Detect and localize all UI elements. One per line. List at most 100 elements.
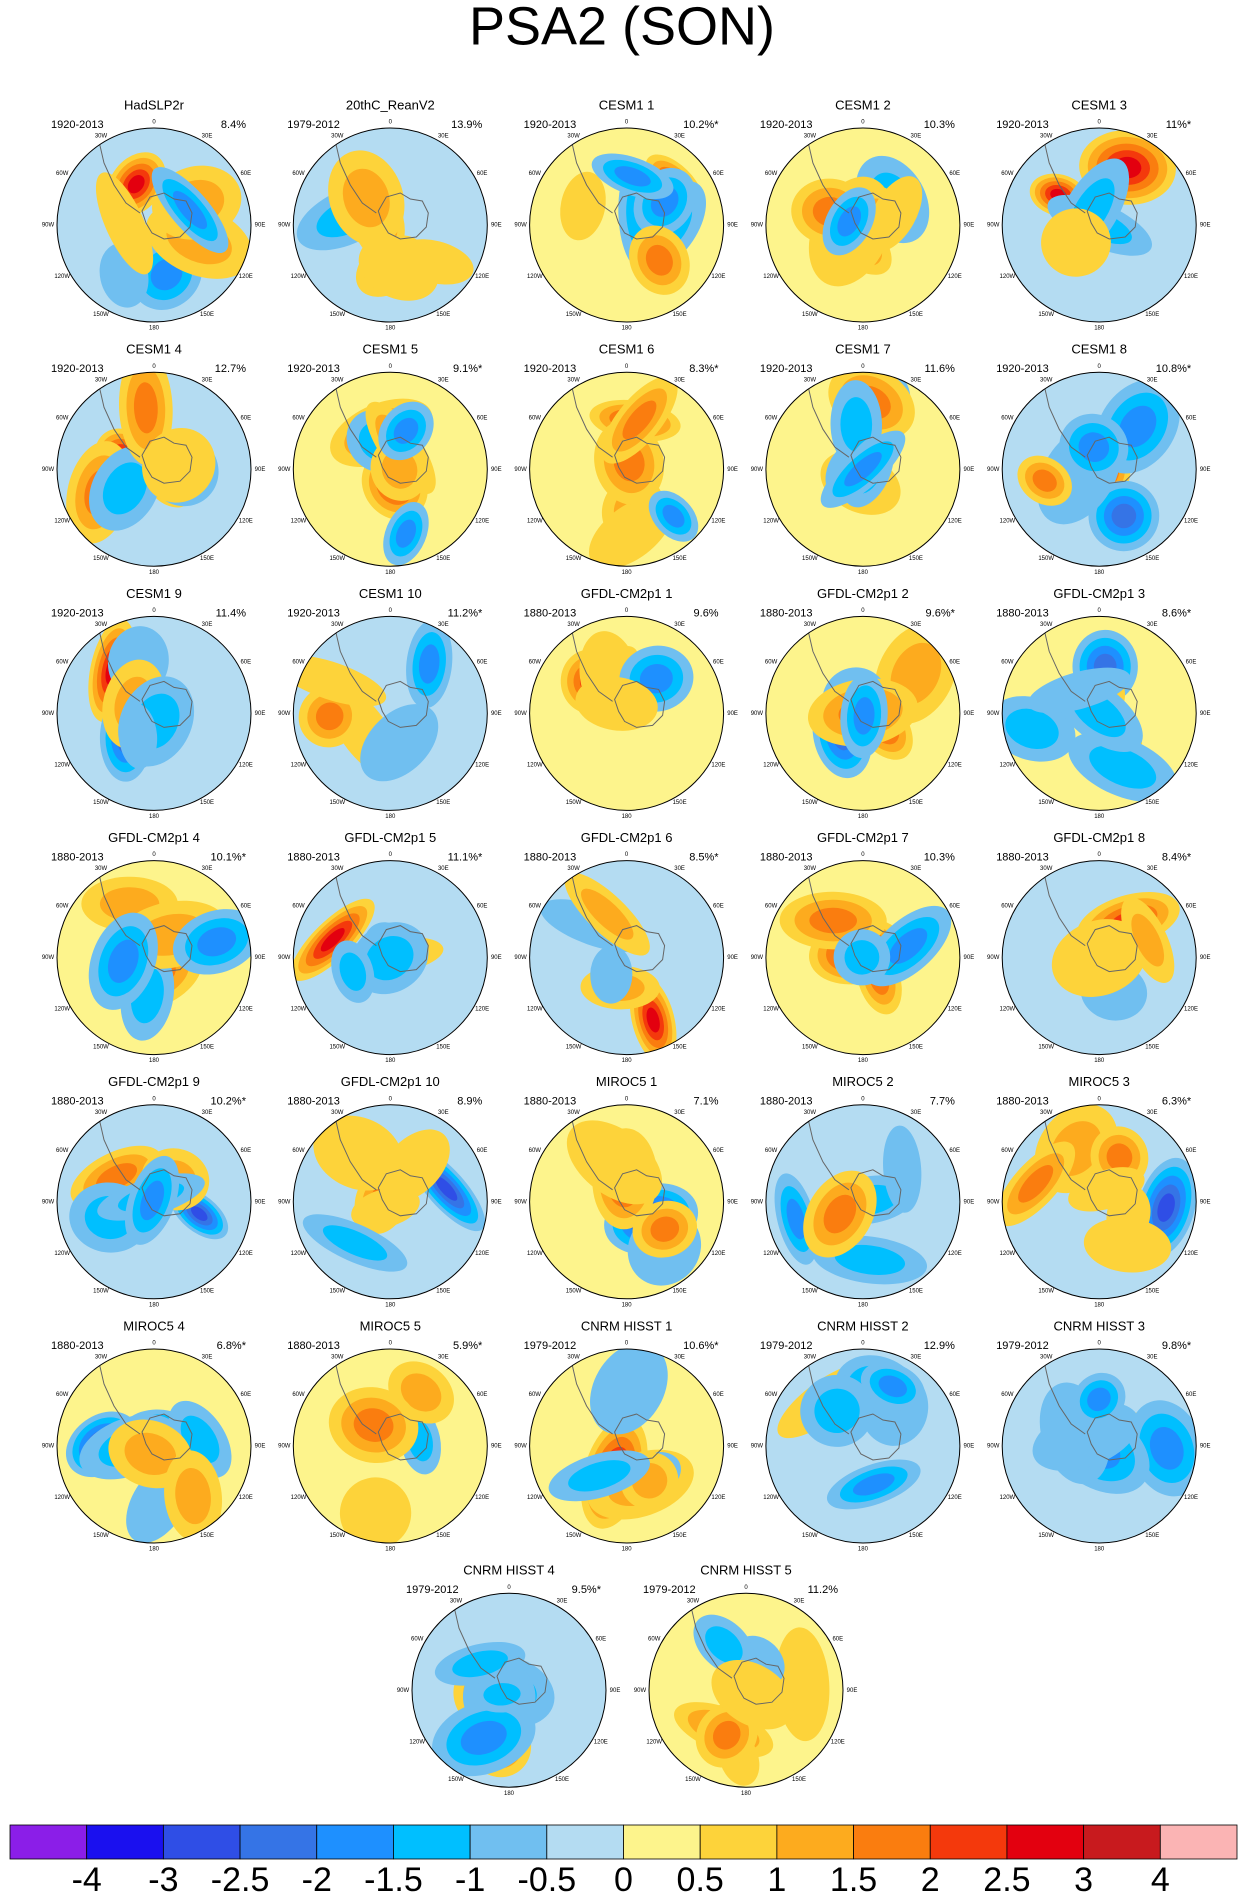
longitude-label: 30E <box>1147 1354 1158 1360</box>
longitude-label: 60W <box>1001 659 1014 665</box>
panel-period: 1979-2012 <box>287 119 340 131</box>
longitude-label: 60E <box>477 904 488 910</box>
longitude-label: 0 <box>625 1096 629 1102</box>
longitude-label: 60W <box>1001 171 1014 177</box>
panel-title: GFDL-CM2p1 3 <box>1053 586 1145 601</box>
field-contour <box>339 952 367 991</box>
longitude-label: 90E <box>491 1199 502 1205</box>
coastline <box>452 1602 548 1705</box>
longitude-label: 120E <box>1184 1495 1198 1501</box>
panel-period: 1979-2012 <box>760 1340 813 1352</box>
longitude-label: 90W <box>987 711 1000 717</box>
longitude-label: 60E <box>1186 904 1197 910</box>
coastline <box>1042 1113 1138 1217</box>
coastline <box>97 1357 193 1461</box>
map-border <box>56 860 252 1056</box>
longitude-label: 60E <box>1186 1392 1197 1398</box>
longitude-label: 30W <box>95 133 108 139</box>
colorbar-label: -3 <box>148 1861 178 1899</box>
longitude-label: 180 <box>622 326 633 332</box>
field-contour <box>1111 503 1137 529</box>
longitude-label: 150E <box>1145 556 1159 562</box>
panel-variance: 12.9% <box>924 1340 955 1352</box>
longitude-label: 30W <box>1040 622 1053 628</box>
field-contour <box>127 175 145 194</box>
map-border <box>1001 1348 1197 1544</box>
map-border <box>529 1348 725 1544</box>
panel-variance: 10.3% <box>924 852 955 864</box>
longitude-label: 150E <box>1145 312 1159 318</box>
longitude-label: 120E <box>239 1495 253 1501</box>
map-border <box>292 615 488 811</box>
coastline <box>333 1113 429 1217</box>
map-border <box>292 371 488 567</box>
panel-title: GFDL-CM2p1 7 <box>817 830 909 845</box>
field-contour <box>575 676 658 731</box>
field-contour <box>133 382 158 434</box>
longitude-label: 90W <box>42 467 55 473</box>
panel-period: 1880-2013 <box>524 1096 577 1108</box>
longitude-label: 180 <box>504 1791 515 1797</box>
longitude-label: 90E <box>255 711 266 717</box>
map-border <box>292 860 488 1056</box>
longitude-label: 60E <box>1186 659 1197 665</box>
field-contour <box>837 206 862 237</box>
map-border <box>765 371 961 567</box>
longitude-label: 30E <box>1147 133 1158 139</box>
longitude-label: 0 <box>861 1096 865 1102</box>
longitude-label: 180 <box>1094 1302 1105 1308</box>
field-contour <box>662 504 685 528</box>
longitude-label: 30E <box>202 866 213 872</box>
longitude-label: 30W <box>1040 1110 1053 1116</box>
panel-title: MIROC5 3 <box>1068 1074 1129 1089</box>
longitude-label: 90E <box>255 1199 266 1205</box>
longitude-label: 150E <box>200 800 214 806</box>
longitude-label: 0 <box>625 1341 629 1347</box>
longitude-label: 150E <box>200 1289 214 1295</box>
longitude-label: 0 <box>1098 364 1102 370</box>
longitude-label: 0 <box>1098 1096 1102 1102</box>
colorbar-label: 4 <box>1151 1861 1170 1899</box>
panel-title: CESM1 9 <box>126 586 182 601</box>
field-contour <box>560 171 606 241</box>
longitude-label: 30W <box>450 1599 463 1605</box>
longitude-label: 60W <box>529 171 542 177</box>
longitude-label: 30W <box>95 1110 108 1116</box>
longitude-label: 120W <box>409 1739 425 1745</box>
field-contour <box>867 176 923 252</box>
longitude-label: 90E <box>727 711 738 717</box>
panel-period: 1880-2013 <box>524 607 577 619</box>
panel-period: 1880-2013 <box>51 1340 104 1352</box>
longitude-label: 120E <box>711 1007 725 1013</box>
map <box>1002 1104 1197 1299</box>
longitude-label: 90W <box>751 711 764 717</box>
longitude-label: 150E <box>673 1044 687 1050</box>
longitude-label: 60W <box>56 415 69 421</box>
map <box>412 1593 606 1788</box>
longitude-label: 120E <box>948 274 962 280</box>
longitude-label: 0 <box>389 1096 393 1102</box>
panel-title: GFDL-CM2p1 8 <box>1053 830 1145 845</box>
map-border <box>56 615 252 811</box>
longitude-label: 150E <box>909 800 923 806</box>
longitude-label: 150E <box>673 312 687 318</box>
panel-period: 1920-2013 <box>51 607 104 619</box>
map <box>57 128 251 322</box>
map <box>1002 128 1197 322</box>
longitude-label: 30E <box>674 133 685 139</box>
map-border <box>765 1348 961 1544</box>
field-contour <box>381 449 418 489</box>
field-contour <box>705 1626 743 1664</box>
map <box>1002 1349 1197 1543</box>
longitude-label: 120W <box>527 1495 543 1501</box>
longitude-label: 90E <box>727 1199 738 1205</box>
colorbar-box <box>393 1824 471 1860</box>
longitude-label: 150E <box>436 312 450 318</box>
panel-variance: 7.1% <box>694 1096 719 1108</box>
figure-title: PSA2 (SON) <box>469 0 775 56</box>
longitude-label: 60E <box>713 659 724 665</box>
longitude-label: 30E <box>1147 378 1158 384</box>
panel-title: CESM1 1 <box>599 97 655 112</box>
longitude-label: 150E <box>909 1533 923 1539</box>
longitude-label: 120W <box>763 1495 779 1501</box>
